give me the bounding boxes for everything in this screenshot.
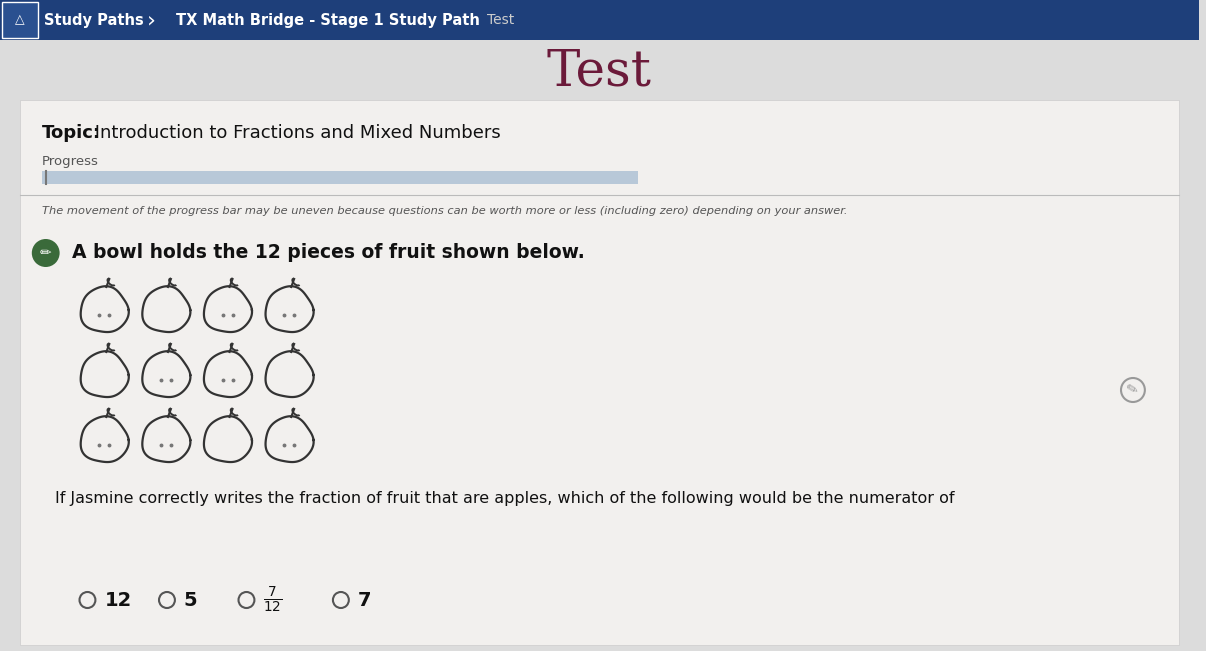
Text: Introduction to Fractions and Mixed Numbers: Introduction to Fractions and Mixed Numb…: [89, 124, 502, 142]
Text: ✏: ✏: [40, 246, 52, 260]
FancyBboxPatch shape: [42, 171, 638, 184]
Text: 7: 7: [358, 590, 371, 609]
Text: Study Paths: Study Paths: [43, 12, 144, 27]
Text: Test: Test: [546, 48, 651, 97]
Text: 12: 12: [105, 590, 131, 609]
Text: ✎: ✎: [1125, 381, 1141, 398]
Circle shape: [31, 239, 59, 267]
Text: $\frac{7}{12}$: $\frac{7}{12}$: [263, 585, 282, 615]
FancyBboxPatch shape: [40, 3, 147, 37]
FancyBboxPatch shape: [2, 2, 37, 38]
Text: ›: ›: [147, 10, 156, 30]
Text: The movement of the progress bar may be uneven because questions can be worth mo: The movement of the progress bar may be …: [42, 206, 848, 216]
Text: Topic:: Topic:: [42, 124, 101, 142]
Text: TX Math Bridge - Stage 1 Study Path: TX Math Bridge - Stage 1 Study Path: [176, 12, 480, 27]
Text: △: △: [14, 14, 24, 27]
FancyBboxPatch shape: [19, 100, 1178, 645]
Text: Test: Test: [487, 13, 514, 27]
Text: Progress: Progress: [42, 156, 99, 169]
Text: A bowl holds the 12 pieces of fruit shown below.: A bowl holds the 12 pieces of fruit show…: [71, 243, 584, 262]
FancyBboxPatch shape: [0, 0, 1199, 40]
Text: 5: 5: [183, 590, 198, 609]
Text: If Jasmine correctly writes the fraction of fruit that are apples, which of the : If Jasmine correctly writes the fraction…: [54, 490, 954, 505]
